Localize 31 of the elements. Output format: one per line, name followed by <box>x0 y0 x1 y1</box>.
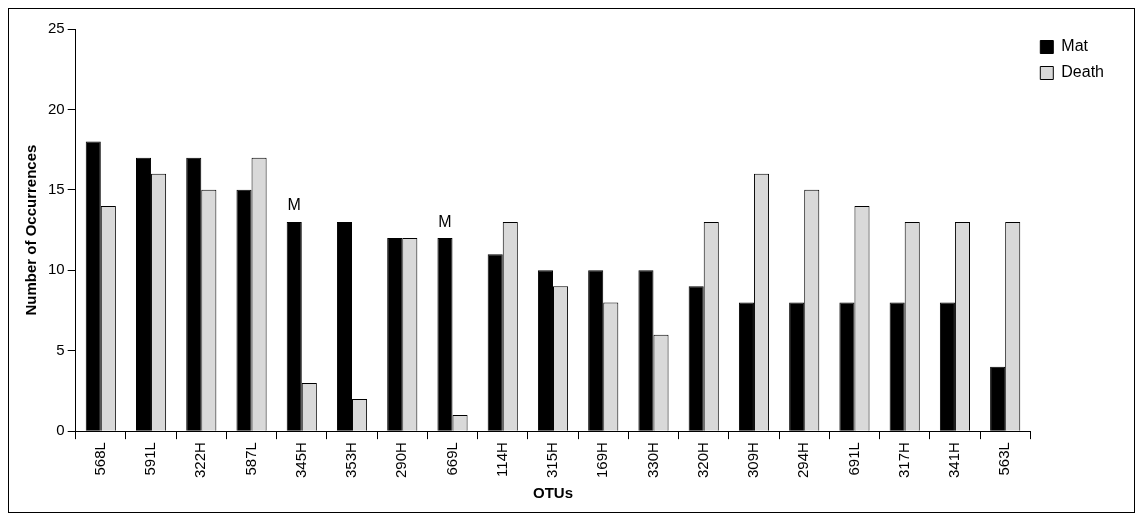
x-tick-label: 691L <box>844 442 862 476</box>
y-tick-label: 15 <box>48 180 65 197</box>
x-tick-label: 345H <box>291 442 309 478</box>
x-tick-label: 563L <box>995 442 1013 476</box>
x-tick-label: 322H <box>191 442 209 478</box>
x-tick-label: 169H <box>593 442 611 478</box>
y-tick-label: 25 <box>48 19 65 37</box>
x-axis-title: OTUs <box>532 484 573 502</box>
x-tick-label: 353H <box>342 442 360 478</box>
y-tick-label: 20 <box>48 99 65 117</box>
x-tick-label: 290H <box>392 442 410 478</box>
x-tick-label: 317H <box>894 442 912 478</box>
y-tick-label: 0 <box>56 421 65 439</box>
y-tick-label: 5 <box>56 340 65 358</box>
x-tick-label: 341H <box>945 442 963 478</box>
legend-label: Death <box>1061 63 1105 81</box>
x-tick-label: 568L <box>90 442 108 476</box>
legend-label: Mat <box>1061 37 1089 55</box>
x-tick-label: 294H <box>794 442 812 478</box>
x-tick-label: 591L <box>141 442 159 476</box>
x-tick-label: 330H <box>643 442 661 478</box>
x-tick-label: 114H <box>492 442 510 477</box>
x-tick-label: 669L <box>442 442 460 476</box>
y-axis-title: Number of Occurrences <box>22 144 40 316</box>
y-tick-label: 10 <box>48 260 65 278</box>
x-tick-label: 309H <box>744 442 762 478</box>
x-tick-label: 587L <box>241 442 259 476</box>
x-tick-label: 315H <box>543 442 561 478</box>
annotation: M <box>287 196 301 214</box>
x-tick-label: 320H <box>693 442 711 478</box>
annotation: M <box>438 212 452 230</box>
